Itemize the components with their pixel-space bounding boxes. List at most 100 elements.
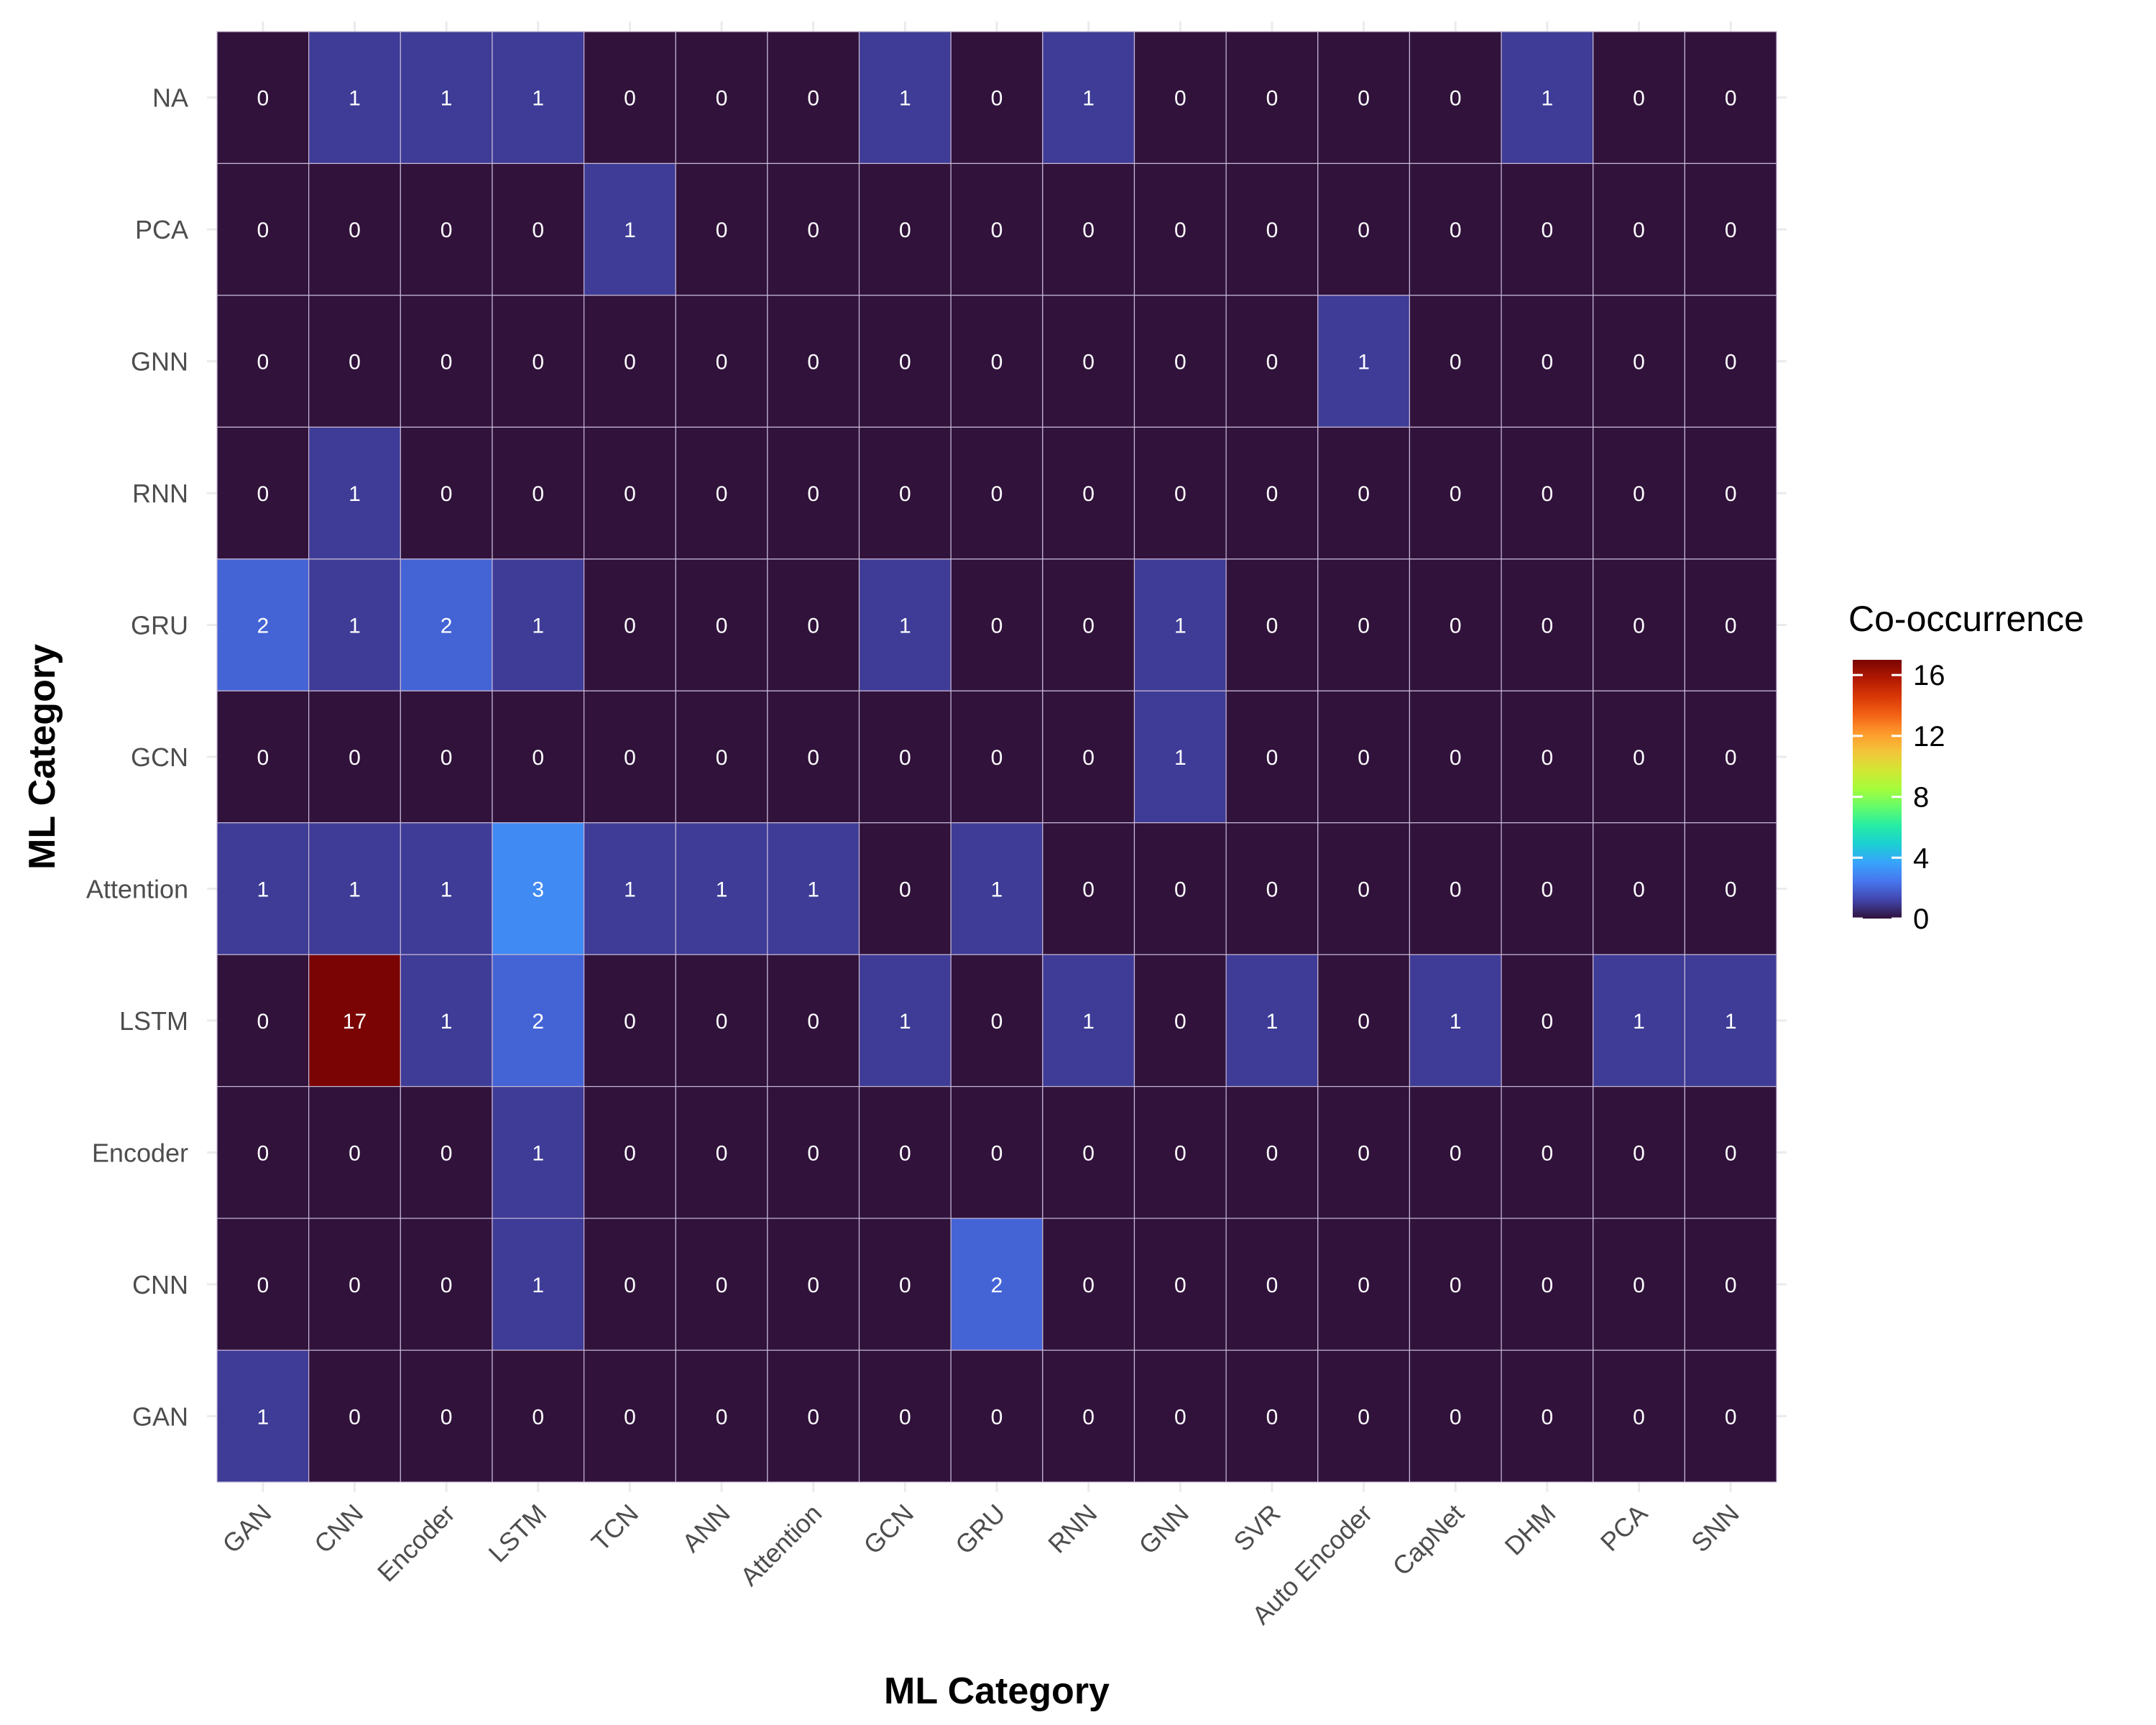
cell-value-label: 0 [1633, 351, 1645, 374]
cell-value-label: 0 [1725, 1274, 1737, 1297]
heatmap-cell [1317, 1218, 1411, 1351]
heatmap-cell [1225, 954, 1319, 1087]
legend-tick-label: 16 [1913, 660, 1945, 691]
cell-value-label: 0 [1725, 351, 1737, 374]
legend-ticks: 16 12 8 4 0 [1853, 660, 1945, 935]
heatmap-cell [1042, 426, 1135, 560]
cell-value-label: 0 [532, 746, 544, 770]
heatmap-cell [583, 1218, 676, 1351]
cell-value-label: 1 [349, 615, 361, 638]
cell-value-label: 0 [1725, 482, 1737, 506]
cell-value-label: 0 [349, 218, 361, 242]
cell-value-label: 0 [1633, 218, 1645, 242]
cell-value-label: 0 [1082, 351, 1095, 374]
cell-value-label: 0 [1358, 615, 1370, 638]
x-tick-label: RNN [1042, 1499, 1102, 1559]
legend-tick-label: 0 [1913, 903, 1929, 935]
cell-value-label: 0 [716, 746, 728, 770]
heatmap-cell [950, 558, 1044, 691]
heatmap-cell [1409, 1086, 1502, 1219]
cell-value-label: 0 [1358, 1274, 1370, 1297]
cell-value-label: 0 [349, 1274, 361, 1297]
heatmap-cell [1225, 690, 1319, 824]
heatmap-cell [400, 690, 493, 824]
cell-value-label: 1 [1633, 1010, 1645, 1034]
heatmap-cell [1409, 822, 1502, 955]
heatmap-cell [1501, 1349, 1594, 1483]
cell-value-label: 0 [1542, 746, 1554, 770]
cell-value-label: 0 [349, 1405, 361, 1429]
heatmap-cell [1225, 1218, 1319, 1351]
cell-value-label: 0 [441, 1405, 453, 1429]
cell-value-label: 1 [532, 1141, 544, 1165]
heatmap-cell [492, 1086, 585, 1219]
heatmap-cell [216, 822, 310, 955]
cell-value-label: 0 [1450, 746, 1462, 770]
heatmap-cell [1133, 426, 1227, 560]
heatmap-cells [216, 31, 1777, 1483]
heatmap-cell [1042, 954, 1135, 1087]
cell-value-label: 0 [1725, 1405, 1737, 1429]
heatmap-cell [1593, 822, 1685, 955]
heatmap-cell [1225, 1086, 1319, 1219]
y-axis-tick-labels: NA PCA GNN RNN GRU GCN Attention LSTM Encoder CNN… [86, 83, 188, 1432]
heatmap-cell [492, 1349, 585, 1483]
heatmap-cell [1225, 31, 1319, 165]
cell-value-label: 0 [1633, 1274, 1645, 1297]
heatmap-cell [950, 426, 1044, 560]
cell-value-label: 0 [1542, 878, 1554, 901]
cell-value-label: 0 [624, 1141, 636, 1165]
cell-value-label: 0 [441, 482, 453, 506]
cell-value-label: 0 [257, 746, 269, 770]
cell-value-label: 0 [899, 218, 911, 242]
heatmap-cell [1042, 558, 1135, 691]
cell-value-label: 0 [1266, 482, 1279, 506]
cell-value-label: 2 [991, 1274, 1003, 1297]
heatmap-cell [675, 1218, 768, 1351]
heatmap-cell [583, 31, 676, 165]
heatmap-cell [1684, 1086, 1777, 1219]
cell-value-label: 0 [716, 482, 728, 506]
cell-value-label: 0 [624, 1010, 636, 1034]
heatmap-cell [492, 690, 585, 824]
cell-value-label: 2 [441, 615, 453, 638]
cell-value-label: 1 [624, 878, 636, 901]
heatmap-cell [1684, 162, 1777, 296]
cell-value-label: 0 [1082, 1405, 1095, 1429]
cell-value-label: 0 [807, 87, 819, 111]
cell-value-label: 0 [807, 1405, 819, 1429]
cell-value-label: 0 [1450, 351, 1462, 374]
cell-value-label: 0 [899, 1405, 911, 1429]
heatmap-cell [492, 426, 585, 560]
heatmap-cell [1684, 1218, 1777, 1351]
cell-value-label: 0 [349, 746, 361, 770]
y-tick-label: PCA [135, 215, 188, 244]
cell-value-label: 0 [1450, 482, 1462, 506]
heatmap-cell [492, 31, 585, 165]
cell-value-label: 0 [991, 218, 1003, 242]
heatmap-cell [1684, 822, 1777, 955]
heatmap-cell [400, 31, 493, 165]
cell-value-label: 0 [1174, 1141, 1187, 1165]
cell-value-label: 0 [1725, 87, 1737, 111]
cell-value-label: 0 [716, 351, 728, 374]
heatmap-cell [216, 1218, 310, 1351]
cell-value-label: 0 [624, 1274, 636, 1297]
cell-value-label: 0 [1082, 615, 1095, 638]
cell-value-label: 1 [257, 878, 269, 901]
cell-value-label: 0 [807, 615, 819, 638]
cell-value-label: 1 [349, 482, 361, 506]
cell-value-label: 0 [349, 351, 361, 374]
cell-value-label: 0 [1450, 1405, 1462, 1429]
heatmap-cell [1317, 954, 1411, 1087]
heatmap-cell [583, 690, 676, 824]
heatmap-cell [216, 31, 310, 165]
cell-value-label: 0 [257, 87, 269, 111]
heatmap-cell [492, 822, 585, 955]
heatmap-cell [1042, 162, 1135, 296]
heatmap-cell [675, 1086, 768, 1219]
heatmap-cell [1684, 1349, 1777, 1483]
cell-value-label: 1 [349, 87, 361, 111]
heatmap-cell [950, 954, 1044, 1087]
heatmap-cell [1133, 690, 1227, 824]
